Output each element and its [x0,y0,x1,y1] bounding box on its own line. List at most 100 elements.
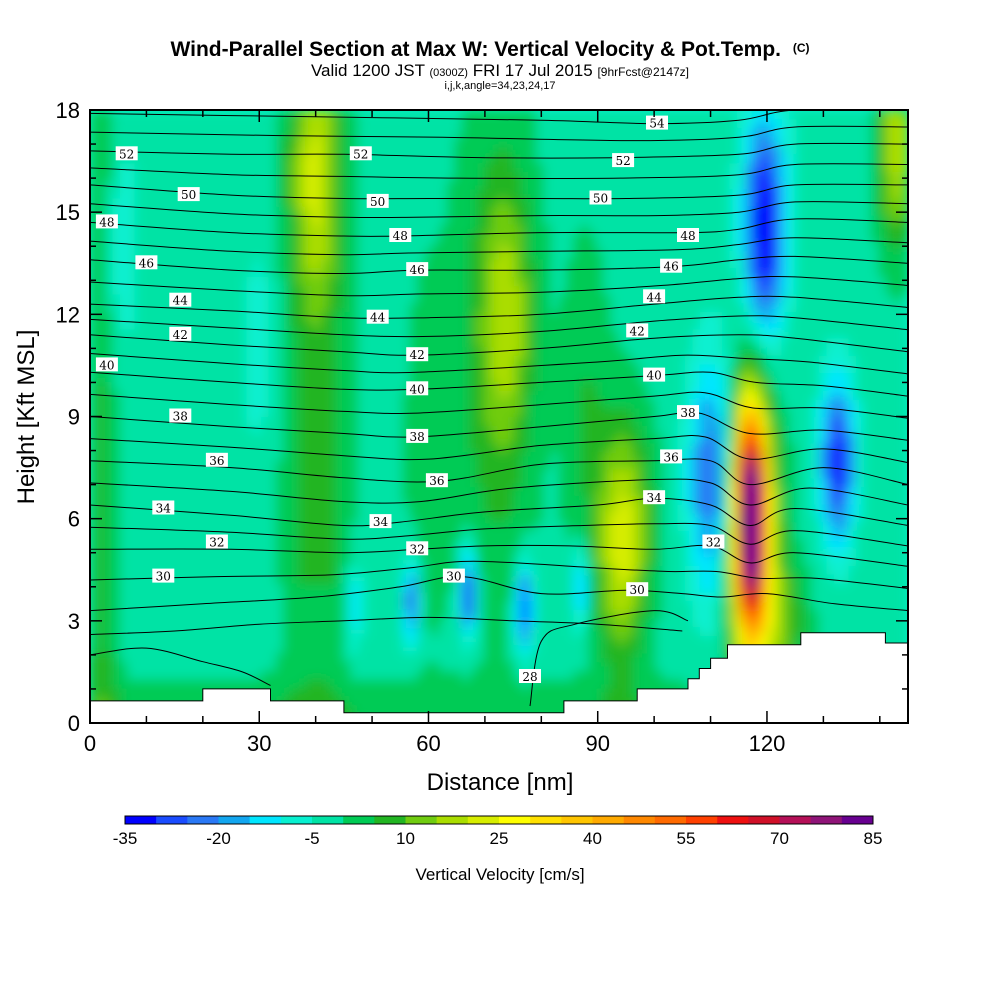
vv-cell [119,162,128,172]
vv-cell [573,495,582,505]
vv-cell [595,390,604,400]
vv-cell [238,644,247,654]
vv-cell [573,328,582,339]
vv-cell [536,250,545,260]
vv-cell [506,276,515,286]
vv-cell [268,565,277,575]
vv-cell [305,180,314,190]
vv-cell [275,145,284,155]
vv-cell [127,372,136,383]
vv-cell [387,320,396,330]
vv-cell [506,504,515,514]
vv-cell [484,346,493,356]
vv-cell [521,276,530,286]
vv-cell [104,687,113,698]
vv-cell [268,136,277,146]
vv-cell [551,188,560,199]
vv-cell [454,153,463,164]
vv-cell [357,609,366,619]
vv-cell [127,539,136,549]
vv-cell [223,162,232,172]
vv-cell [476,451,485,461]
vv-cell [97,372,106,383]
vv-cell [491,267,500,277]
vv-cell [476,539,485,549]
vv-cell [580,267,589,277]
vv-cell [528,451,537,461]
vv-cell [565,556,574,566]
valid-prefix: Valid 1200 JST [311,61,425,80]
vv-cell [335,530,344,540]
vv-cell [565,311,574,321]
vv-cell [417,565,426,575]
vv-cell [156,206,165,216]
vv-cell [446,118,455,129]
vv-cell [551,381,560,391]
vv-cell [350,372,359,383]
vv-cell [380,582,389,593]
vv-cell [417,617,426,628]
vv-cell [499,302,508,313]
vv-cell [186,486,195,496]
vv-cell [238,162,247,172]
vv-cell [454,635,463,645]
vv-cell [97,477,106,488]
vv-cell [387,635,396,645]
vv-cell [142,372,151,383]
vv-cell [261,381,270,391]
vv-cell [298,609,307,619]
vv-cell [536,644,545,654]
vv-cell [97,381,106,391]
vv-cell [357,258,366,269]
vv-cell [335,416,344,426]
vv-cell [461,617,470,628]
vv-cell [246,136,255,146]
vv-cell [543,547,552,558]
vv-cell [208,477,218,488]
vv-cell [580,661,589,672]
vv-cell [119,486,128,496]
vv-cell [551,346,560,356]
vv-cell [446,705,455,715]
vv-cell [432,644,441,654]
vv-cell [387,609,396,619]
vv-cell [261,241,270,251]
vv-cell [246,320,255,330]
vv-cell [342,197,351,207]
vv-cell [104,617,113,628]
vv-cell [424,652,433,663]
vv-cell [506,696,515,707]
vv-cell [327,355,336,365]
vv-cell [253,416,262,426]
vv-cell [491,530,500,540]
vv-cell [372,661,381,672]
vv-cell [90,451,99,461]
vv-cell [194,512,203,523]
vv-cell [313,486,322,496]
vv-cell [402,696,411,707]
vv-cell [588,635,597,645]
vv-cell [446,363,455,374]
vv-cell [283,609,292,619]
vv-cell [119,223,128,234]
vv-cell [402,512,411,523]
vv-cell [506,206,515,216]
vv-cell [469,206,478,216]
vv-cell [127,530,136,540]
vv-cell [179,635,188,645]
vv-cell [253,285,262,295]
vv-cell [238,311,247,321]
vv-cell [268,162,277,172]
vv-cell [104,232,113,242]
vv-cell [223,215,232,225]
vv-cell [461,451,470,461]
vv-cell [104,442,113,453]
vv-cell [424,547,433,558]
vv-cell [446,276,455,286]
vv-cell [580,276,589,286]
vv-cell [394,363,403,374]
vv-cell [223,320,232,330]
vv-cell [283,153,292,164]
vv-cell [409,661,418,672]
vv-cell [446,556,455,566]
